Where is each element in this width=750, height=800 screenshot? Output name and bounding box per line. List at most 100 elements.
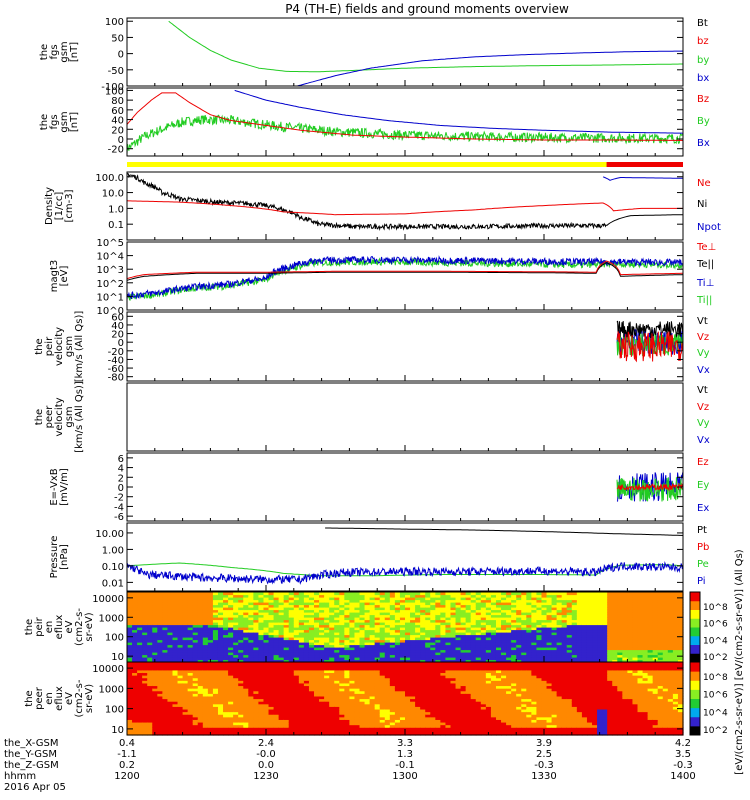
heatmap-cell xyxy=(152,703,158,707)
heatmap-cell xyxy=(334,642,340,646)
heatmap-cell xyxy=(258,732,265,736)
heatmap-cell xyxy=(389,693,396,697)
heatmap-cell xyxy=(612,602,618,606)
heatmap-cell xyxy=(288,721,295,726)
heatmap-cell xyxy=(389,622,396,626)
heatmap-cell xyxy=(384,594,391,598)
heatmap-cell xyxy=(374,698,381,702)
heatmap-cell xyxy=(652,609,659,613)
heatmap-cell xyxy=(308,706,315,710)
heatmap-cell xyxy=(319,662,325,666)
heatmap-cell xyxy=(314,647,320,651)
heatmap-cell xyxy=(167,659,174,663)
heatmap-cell xyxy=(217,685,224,689)
heatmap-cell xyxy=(243,634,249,638)
heatmap-cell xyxy=(495,637,502,641)
heatmap-cell xyxy=(172,629,179,633)
heatmap-cell xyxy=(495,639,502,643)
heatmap-cell xyxy=(228,693,234,697)
heatmap-cell xyxy=(399,652,406,656)
heatmap-cell xyxy=(192,607,199,611)
heatmap-cell xyxy=(657,659,664,663)
heatmap-cell xyxy=(303,685,310,689)
heatmap-cell xyxy=(217,644,224,648)
heatmap-cell xyxy=(324,682,330,687)
heatmap-cell xyxy=(622,602,628,606)
heatmap-cell xyxy=(293,729,300,733)
heatmap-cell xyxy=(132,701,138,705)
heatmap-cell xyxy=(147,727,153,731)
heatmap-cell xyxy=(268,719,275,723)
heatmap-cell xyxy=(339,714,345,718)
series-line-density-3 xyxy=(602,176,683,181)
heatmap-cell xyxy=(344,682,350,687)
heatmap-cell xyxy=(253,592,260,596)
heatmap-cell xyxy=(167,677,174,681)
heatmap-cell xyxy=(137,662,143,666)
heatmap-cell xyxy=(657,639,664,643)
heatmap-cell xyxy=(137,669,143,674)
y-tick-label: 100 xyxy=(105,17,124,28)
heatmap-cell xyxy=(364,667,371,671)
heatmap-cell xyxy=(223,647,229,651)
heatmap-cell xyxy=(233,675,239,679)
heatmap-cell xyxy=(379,617,386,621)
heatmap-cell xyxy=(223,604,229,608)
y-tick-label: 1000 xyxy=(99,613,124,624)
heatmap-cell xyxy=(157,602,163,606)
heatmap-cell xyxy=(329,649,335,653)
heatmap-cell xyxy=(607,629,613,633)
heatmap-cell xyxy=(445,599,452,603)
heatmap-cell xyxy=(677,604,684,608)
heatmap-cell xyxy=(212,604,219,608)
heatmap-cell xyxy=(324,634,330,638)
heatmap-cell xyxy=(223,649,229,653)
heatmap-cell xyxy=(167,652,174,656)
heatmap-cell xyxy=(364,706,371,710)
heatmap-cell xyxy=(652,594,659,598)
heatmap-cell xyxy=(273,622,280,626)
heatmap-cell xyxy=(501,604,507,608)
heatmap-cell xyxy=(182,667,189,671)
heatmap-cell xyxy=(192,695,199,700)
heatmap-cell xyxy=(288,647,295,651)
heatmap-cell xyxy=(541,602,548,606)
heatmap-cell xyxy=(293,649,300,653)
heatmap-cell xyxy=(167,721,174,726)
heatmap-cell xyxy=(258,701,265,705)
heatmap-cell xyxy=(142,693,148,697)
heatmap-cell xyxy=(308,612,315,616)
heatmap-cell xyxy=(238,639,244,643)
heatmap-cell xyxy=(142,624,148,628)
heatmap-cell xyxy=(339,649,345,653)
heatmap-cell xyxy=(228,721,234,726)
y-tick-label: 10^3 xyxy=(97,265,124,276)
heatmap-cell xyxy=(187,675,194,679)
heatmap-cell xyxy=(425,642,431,646)
heatmap-cell xyxy=(561,614,568,618)
y-axis-label-line: peer xyxy=(44,405,55,429)
heatmap-cell xyxy=(602,612,608,616)
heatmap-cell xyxy=(319,614,325,618)
heatmap-cell xyxy=(450,609,457,613)
heatmap-cell xyxy=(314,609,320,613)
heatmap-cell xyxy=(647,609,654,613)
heatmap-cell xyxy=(546,649,553,653)
y-axis-label: thepeirvelocitygsm[km/s (All Qs)] xyxy=(34,311,85,383)
heatmap-cell xyxy=(430,649,436,653)
heatmap-cell xyxy=(127,698,133,702)
heatmap-cell xyxy=(384,604,391,608)
heatmap-cell xyxy=(258,711,265,715)
heatmap-cell xyxy=(637,624,644,628)
heatmap-cell xyxy=(384,721,391,726)
heatmap-cell xyxy=(369,622,376,626)
heatmap-cell xyxy=(354,727,361,731)
heatmap-cell xyxy=(586,604,593,608)
heatmap-cell xyxy=(602,592,608,596)
heatmap-cell xyxy=(551,592,558,596)
y-tick-label: 0 xyxy=(118,135,124,146)
heatmap-cell xyxy=(480,609,487,613)
heatmap-cell xyxy=(445,597,452,601)
heatmap-cell xyxy=(127,607,133,611)
